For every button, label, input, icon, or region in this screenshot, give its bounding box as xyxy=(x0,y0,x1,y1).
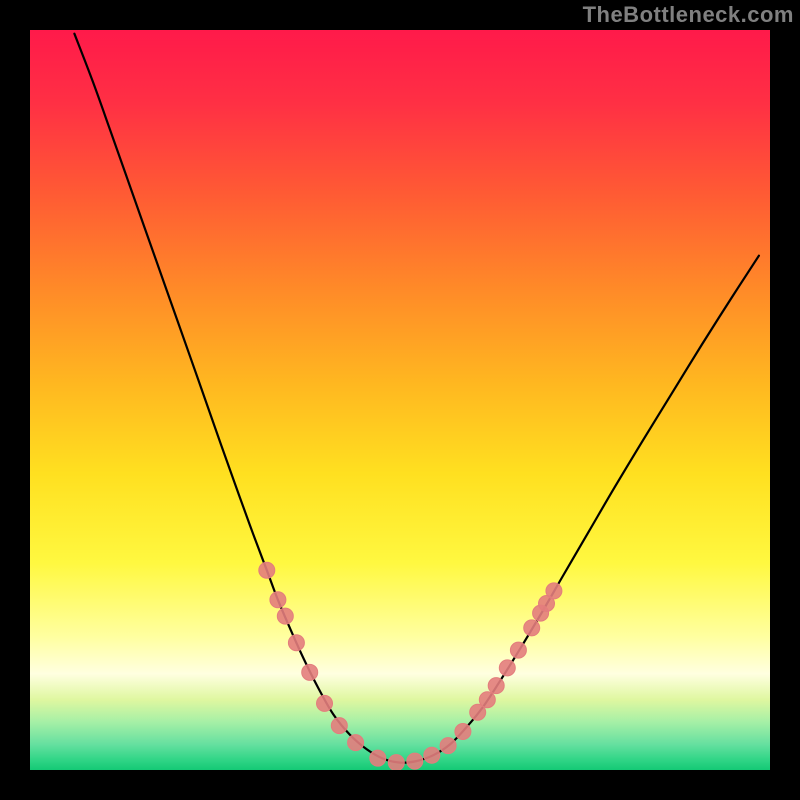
curve-marker xyxy=(546,583,562,599)
curve-marker xyxy=(499,660,515,676)
curve-marker xyxy=(524,620,540,636)
curve-marker xyxy=(288,635,304,651)
curve-marker xyxy=(348,735,364,751)
plot-area xyxy=(30,30,770,770)
curve-marker xyxy=(331,718,347,734)
chart-frame: TheBottleneck.com xyxy=(0,0,800,800)
curve-marker xyxy=(317,695,333,711)
curve-marker xyxy=(388,755,404,770)
curve-marker xyxy=(455,724,471,740)
watermark-text: TheBottleneck.com xyxy=(583,2,794,28)
curve-marker xyxy=(270,592,286,608)
curve-marker xyxy=(479,692,495,708)
curve-marker xyxy=(302,664,318,680)
curve-marker xyxy=(424,747,440,763)
curve-marker xyxy=(259,562,275,578)
curve-marker xyxy=(440,738,456,754)
curve-marker xyxy=(277,608,293,624)
curve-marker xyxy=(370,750,386,766)
curve-marker xyxy=(407,753,423,769)
chart-svg xyxy=(30,30,770,770)
curve-marker xyxy=(510,642,526,658)
chart-background xyxy=(30,30,770,770)
curve-marker xyxy=(488,678,504,694)
